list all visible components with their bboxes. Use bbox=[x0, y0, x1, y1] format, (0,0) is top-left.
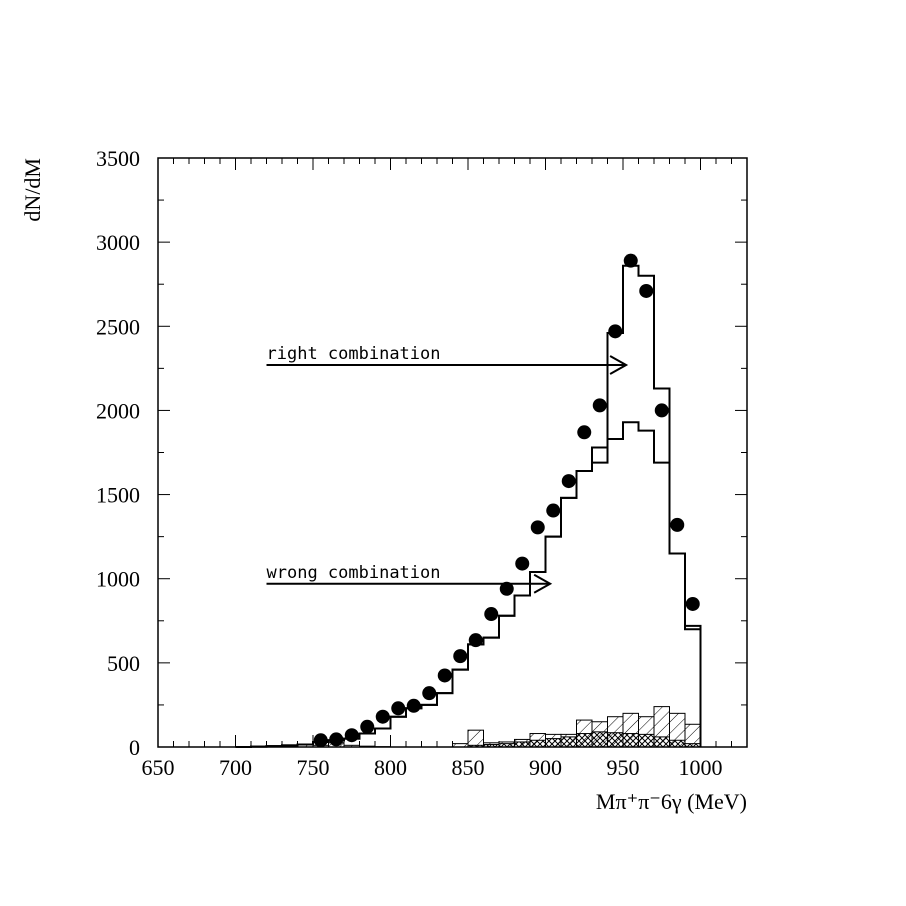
y-tick-label: 3000 bbox=[96, 230, 140, 255]
data-point bbox=[654, 403, 669, 418]
background-bar bbox=[607, 732, 624, 748]
x-tick-label: 700 bbox=[219, 755, 252, 780]
x-axis-title: Mπ⁺π⁻6γ (MeV) bbox=[596, 789, 747, 814]
data-point bbox=[437, 668, 452, 683]
annotation-label: right combination bbox=[267, 344, 441, 364]
data-point bbox=[670, 517, 685, 532]
x-tick-label: 850 bbox=[452, 755, 485, 780]
background-bar bbox=[591, 731, 608, 748]
y-tick-label: 2000 bbox=[96, 398, 140, 423]
background-bar bbox=[622, 733, 639, 748]
background-bar bbox=[669, 739, 686, 748]
data-point bbox=[344, 728, 359, 743]
background-bar bbox=[467, 729, 484, 748]
data-point bbox=[360, 719, 375, 734]
x-tick-label: 650 bbox=[142, 755, 175, 780]
y-tick-label: 1500 bbox=[96, 483, 140, 508]
x-tick-label: 950 bbox=[607, 755, 640, 780]
annotation-arrowhead bbox=[609, 355, 629, 375]
annotation-label: wrong combination bbox=[267, 563, 441, 583]
data-point bbox=[561, 474, 576, 489]
data-point bbox=[515, 556, 530, 571]
data-point bbox=[313, 733, 328, 748]
data-point bbox=[685, 596, 700, 611]
background-bar bbox=[514, 741, 531, 748]
background-bar bbox=[638, 733, 655, 748]
data-point bbox=[453, 649, 468, 664]
data-point bbox=[484, 607, 499, 622]
y-tick-label: 500 bbox=[107, 651, 140, 676]
data-point bbox=[375, 709, 390, 724]
data-point bbox=[422, 686, 437, 701]
data-point bbox=[406, 698, 421, 713]
background-bar bbox=[545, 738, 562, 748]
data-point bbox=[608, 324, 623, 339]
data-point bbox=[530, 520, 545, 535]
data-point bbox=[592, 398, 607, 413]
data-point bbox=[391, 701, 406, 716]
data-point bbox=[546, 503, 561, 518]
y-tick-label: 0 bbox=[129, 735, 140, 760]
annotation-arrowhead bbox=[533, 573, 553, 594]
y-tick-label: 1000 bbox=[96, 567, 140, 592]
data-point bbox=[329, 732, 344, 747]
background-bar bbox=[529, 739, 546, 748]
data-point bbox=[623, 253, 638, 268]
background-bar bbox=[560, 736, 577, 748]
y-tick-label: 2500 bbox=[96, 314, 140, 339]
plot-frame bbox=[157, 157, 748, 748]
data-point bbox=[577, 425, 592, 440]
y-axis-title: dN/dM bbox=[20, 158, 45, 222]
x-tick-label: 900 bbox=[529, 755, 562, 780]
background-bar bbox=[653, 736, 670, 748]
data-point bbox=[499, 581, 514, 596]
x-tick-label: 800 bbox=[374, 755, 407, 780]
data-point bbox=[639, 283, 654, 298]
data-point bbox=[468, 633, 483, 648]
x-tick-label: 750 bbox=[297, 755, 330, 780]
background-bar bbox=[576, 733, 593, 748]
series-line-right-combination bbox=[235, 264, 702, 748]
y-tick-label: 3500 bbox=[96, 146, 140, 171]
x-tick-label: 1000 bbox=[679, 755, 723, 780]
